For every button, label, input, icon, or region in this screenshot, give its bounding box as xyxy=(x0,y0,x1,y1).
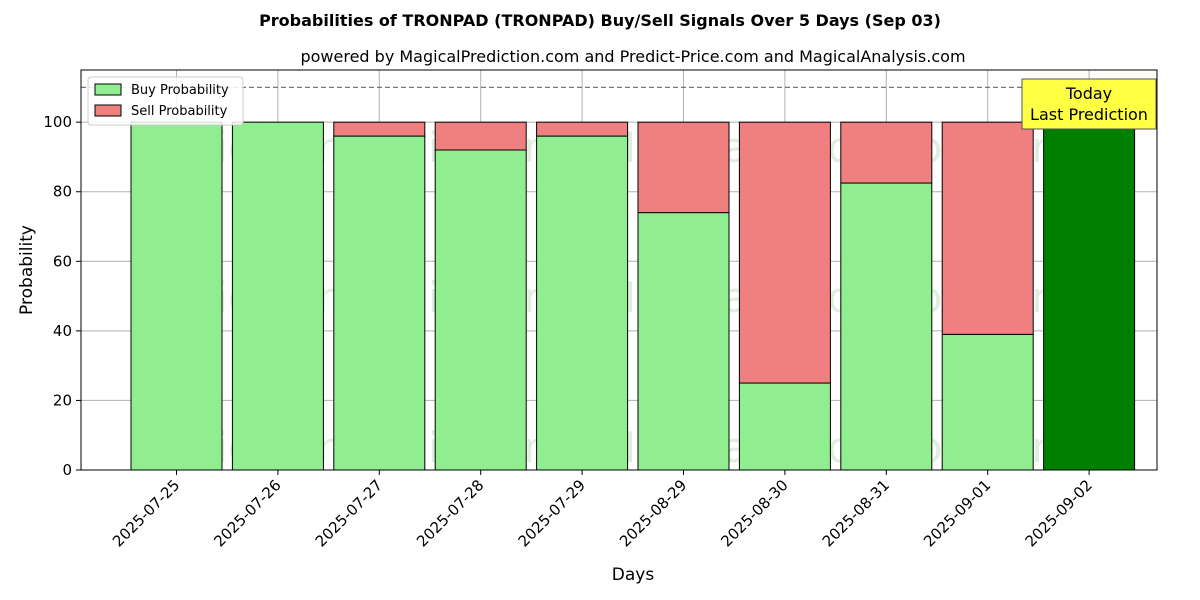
today-annotation: Today Last Prediction xyxy=(1021,78,1157,130)
today-box xyxy=(1021,78,1157,130)
y-tick-label: 40 xyxy=(53,322,72,340)
sell-bar xyxy=(637,121,730,214)
today-label: Today xyxy=(1065,84,1112,103)
buy-bar xyxy=(333,135,426,471)
legend-swatch-sell xyxy=(94,104,122,117)
x-tick-label: 2025-08-29 xyxy=(616,476,690,550)
x-tick-label: 2025-08-31 xyxy=(819,476,893,550)
sell-bar xyxy=(738,121,831,384)
x-tick-label: 2025-07-26 xyxy=(210,476,284,550)
y-tick-label: 80 xyxy=(53,183,72,201)
legend-label-buy: Buy Probability xyxy=(131,83,229,98)
legend: Buy Probability Sell Probability xyxy=(87,76,244,126)
sell-bar xyxy=(840,121,933,184)
y-tick-label: 0 xyxy=(62,461,72,479)
x-tick-label: 2025-08-30 xyxy=(717,476,791,550)
legend-box xyxy=(87,76,244,126)
x-tick-label: 2025-07-28 xyxy=(413,476,487,550)
buy-bar xyxy=(1043,121,1136,471)
legend-label-sell: Sell Probability xyxy=(131,104,228,119)
chart-subtitle: powered by MagicalPrediction.com and Pre… xyxy=(300,47,965,66)
plot-frame xyxy=(80,69,1158,471)
sell-bar xyxy=(941,121,1034,335)
buy-bar xyxy=(941,333,1034,471)
y-tick-label: 100 xyxy=(43,113,72,131)
sell-bar xyxy=(536,121,629,137)
x-tick-label: 2025-09-02 xyxy=(1022,476,1096,550)
x-axis-label: Days xyxy=(612,565,655,585)
last-prediction-label: Last Prediction xyxy=(1030,105,1148,124)
buy-bar xyxy=(738,382,831,471)
chart-title: Probabilities of TRONPAD (TRONPAD) Buy/S… xyxy=(259,11,941,30)
x-tick-label: 2025-07-27 xyxy=(312,476,386,550)
y-axis-ticks: 0 20 40 60 80 100 xyxy=(43,113,81,479)
buy-bar xyxy=(536,135,629,471)
buy-bar xyxy=(840,182,933,471)
sell-bar xyxy=(434,121,527,151)
bars xyxy=(130,121,1136,471)
buy-bar xyxy=(637,212,730,471)
x-tick-label: 2025-09-01 xyxy=(920,476,994,550)
y-axis-label: Probability xyxy=(17,225,37,315)
y-tick-label: 20 xyxy=(53,391,72,409)
buy-bar xyxy=(130,121,223,471)
x-axis-ticks: 2025-07-25 2025-07-26 2025-07-27 2025-07-28… xyxy=(109,470,1096,550)
sell-bar xyxy=(333,121,426,137)
y-tick-label: 60 xyxy=(53,252,72,270)
buy-bar xyxy=(434,149,527,471)
x-tick-label: 2025-07-25 xyxy=(109,476,183,550)
legend-swatch-buy xyxy=(94,83,122,96)
x-tick-label: 2025-07-29 xyxy=(515,476,589,550)
buy-bar xyxy=(231,121,324,471)
